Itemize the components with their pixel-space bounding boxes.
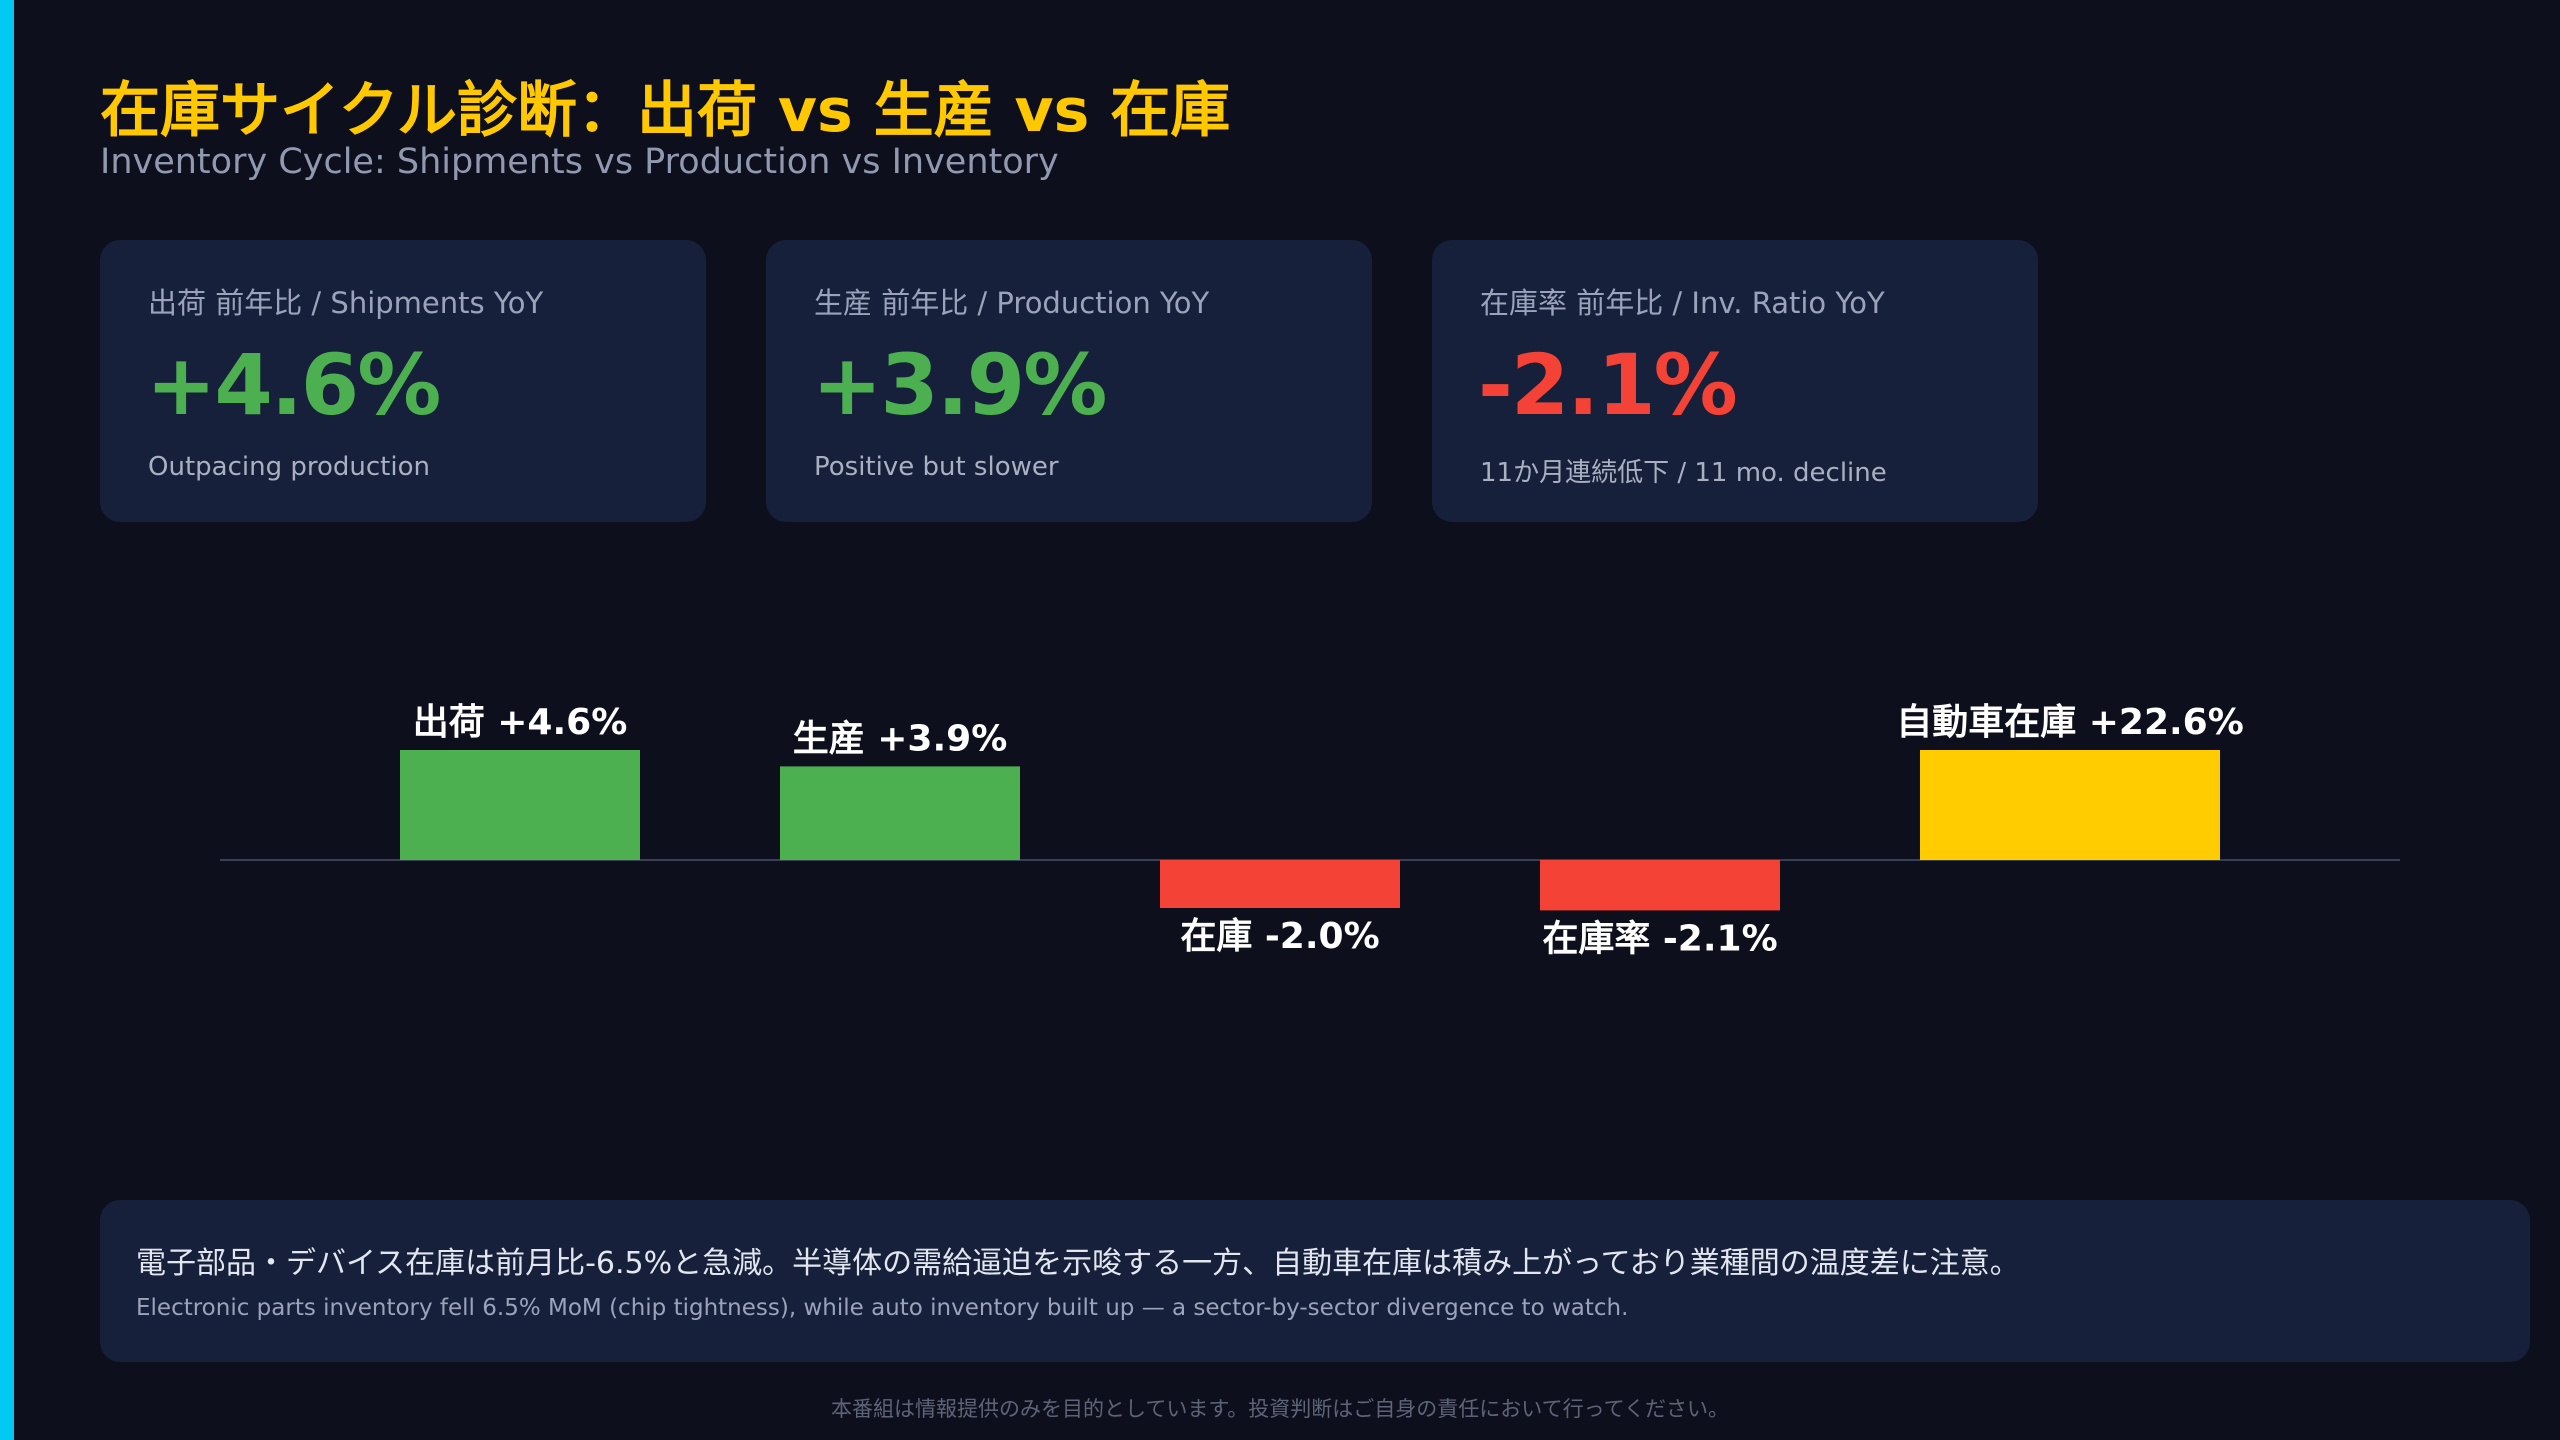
chart-data-label: 出荷 +4.6%: [413, 702, 628, 743]
disclaimer: 本番組は情報提供のみを目的としています。投資判断はご自身の責任において行ってくだ…: [831, 1397, 1729, 1421]
commentary-box: 電子部品・デバイス在庫は前月比-6.5%と急減。半導体の需給逼迫を示唆する一方、…: [100, 1200, 2530, 1362]
kpi-value: +4.6%: [146, 336, 441, 434]
chart-bar: [1920, 750, 2220, 860]
kpi-label: 生産 前年比 / Production YoY: [814, 286, 1210, 320]
left-accent-bar: [0, 0, 14, 1440]
kpi-card-production: 生産 前年比 / Production YoY +3.9% Positive b…: [766, 240, 1372, 522]
kpi-label: 在庫率 前年比 / Inv. Ratio YoY: [1480, 286, 1885, 320]
commentary-en: Electronic parts inventory fell 6.5% MoM…: [136, 1295, 1629, 1321]
kpi-label: 出荷 前年比 / Shipments YoY: [148, 286, 544, 320]
kpi-note: Positive but slower: [814, 452, 1059, 482]
chart-data-label: 在庫率 -2.1%: [1542, 918, 1777, 959]
chart-bar: [780, 766, 1020, 860]
chart-bar: [400, 750, 640, 860]
kpi-note: 11か月連続低下 / 11 mo. decline: [1480, 458, 1887, 488]
page-subtitle: Inventory Cycle: Shipments vs Production…: [100, 142, 1059, 182]
kpi-value: +3.9%: [812, 336, 1107, 434]
chart-data-label: 自動車在庫 +22.6%: [1896, 702, 2244, 743]
kpi-note: Outpacing production: [148, 452, 430, 482]
kpi-card-inventory-ratio: 在庫率 前年比 / Inv. Ratio YoY -2.1% 11か月連続低下 …: [1432, 240, 2038, 522]
chart-data-label: 在庫 -2.0%: [1180, 916, 1379, 957]
page-title: 在庫サイクル診断：出荷 vs 生産 vs 在庫: [100, 76, 1231, 146]
chart-data-label: 生産 +3.9%: [793, 718, 1008, 759]
kpi-card-shipments: 出荷 前年比 / Shipments YoY +4.6% Outpacing p…: [100, 240, 706, 522]
chart-bar: [1540, 860, 1780, 911]
chart-bar: [1160, 860, 1400, 908]
commentary-jp: 電子部品・デバイス在庫は前月比-6.5%と急減。半導体の需給逼迫を示唆する一方、…: [136, 1246, 2020, 1281]
kpi-value: -2.1%: [1478, 336, 1738, 434]
bar-chart: 出荷 +4.6% 生産 +3.9% 在庫 -2.0% 在庫率 -2.1% 自動車在庫 +…: [220, 702, 2400, 959]
